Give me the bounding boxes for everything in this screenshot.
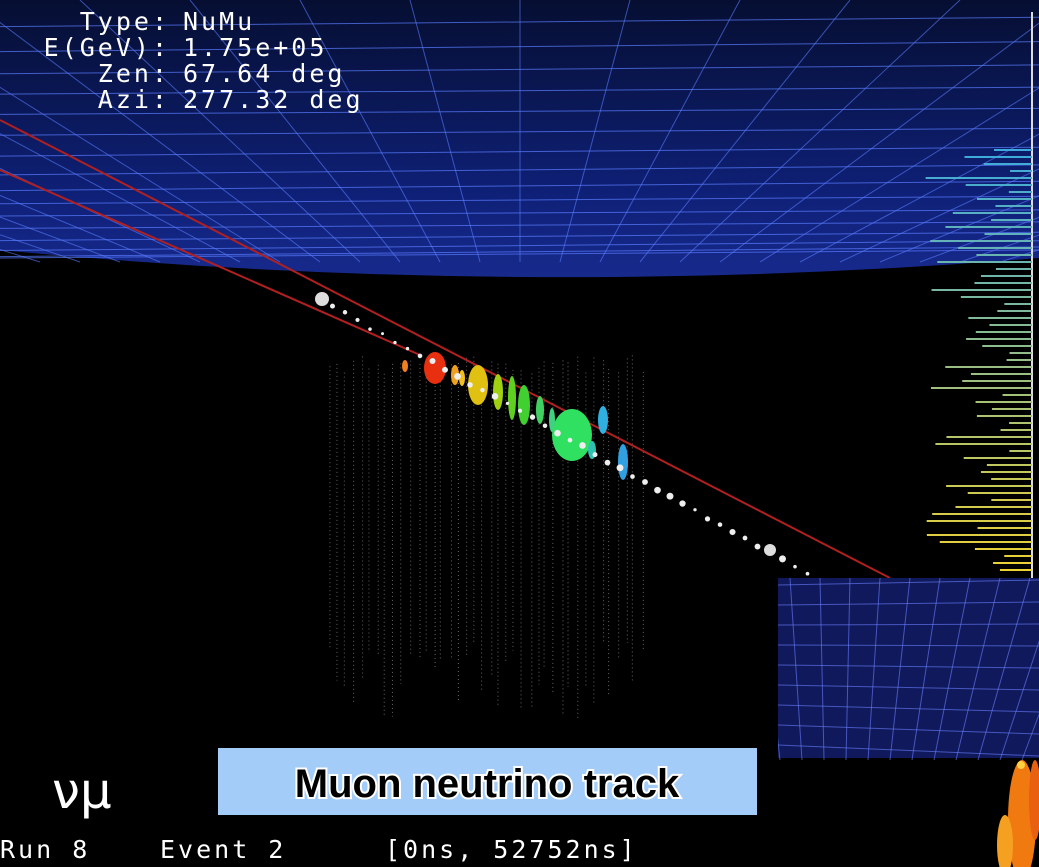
- hit-dot: [743, 536, 748, 541]
- hit-dot: [605, 460, 611, 466]
- hit-dot: [755, 544, 761, 550]
- hit-dot: [779, 555, 786, 562]
- hit-dot: [330, 304, 335, 309]
- info-value: 277.32 deg: [183, 85, 364, 114]
- hit-dot: [406, 347, 409, 350]
- hit: [536, 396, 544, 424]
- hit-dot: [667, 493, 674, 500]
- hit-dot: [764, 544, 776, 556]
- hit-dot: [568, 438, 573, 443]
- hit-dot: [630, 474, 635, 479]
- hit-dot: [530, 414, 535, 419]
- hit-dot: [368, 327, 372, 331]
- caption: Muon neutrino track: [295, 762, 680, 806]
- hit-dot: [355, 318, 359, 322]
- inset: [760, 578, 1039, 867]
- time-window: [0ns, 52752ns]: [385, 835, 638, 864]
- hit-dot: [492, 393, 499, 400]
- hit-dot: [579, 442, 586, 449]
- hit: [402, 360, 408, 372]
- hit-dot: [642, 479, 648, 485]
- hit: [549, 408, 555, 432]
- hit-dot: [705, 516, 710, 521]
- hit: [618, 444, 628, 480]
- hit: [598, 406, 608, 434]
- hit-dot: [393, 341, 396, 344]
- hit-dot: [315, 292, 329, 306]
- hit-dot: [693, 508, 696, 511]
- hit-dot: [593, 452, 598, 457]
- hit-dot: [718, 522, 723, 527]
- hit-dot: [729, 529, 735, 535]
- info-label: E(GeV):: [44, 33, 170, 62]
- info-label: Zen:: [98, 59, 170, 88]
- hit-dot: [793, 565, 797, 569]
- hit-dot: [442, 367, 448, 373]
- hit-dot: [418, 354, 423, 359]
- page: Type: NuMu E(GeV): 1.75e+05 Zen: 67.64 d…: [0, 0, 1039, 867]
- hit-dot: [554, 430, 561, 437]
- hit-dot: [679, 500, 685, 506]
- hit-dot: [806, 572, 810, 576]
- hit-dot: [454, 373, 461, 380]
- hit-dot: [518, 409, 522, 413]
- info-label: Type:: [80, 7, 170, 36]
- hit-dot: [654, 487, 661, 494]
- hit: [518, 385, 530, 425]
- run: Run 8: [0, 835, 90, 864]
- hit-dot: [467, 382, 473, 388]
- hit-dot: [617, 464, 624, 471]
- hit-dot: [381, 332, 384, 335]
- hit: [493, 374, 503, 410]
- inset-hit: [1017, 761, 1025, 769]
- info-value: NuMu: [183, 7, 255, 36]
- hit-dot: [429, 358, 435, 364]
- event-display: Type: NuMu E(GeV): 1.75e+05 Zen: 67.64 d…: [0, 0, 1039, 867]
- info-value: 1.75e+05: [183, 33, 327, 62]
- hit-dot: [506, 402, 509, 405]
- event: Event 2: [160, 835, 286, 864]
- info-label: Azi:: [98, 85, 170, 114]
- hit-dot: [543, 424, 548, 429]
- hit-dot: [480, 388, 484, 392]
- particle-symbol: νμ: [52, 762, 112, 820]
- hit-dot: [343, 310, 347, 314]
- info-value: 67.64 deg: [183, 59, 345, 88]
- hit: [508, 376, 516, 420]
